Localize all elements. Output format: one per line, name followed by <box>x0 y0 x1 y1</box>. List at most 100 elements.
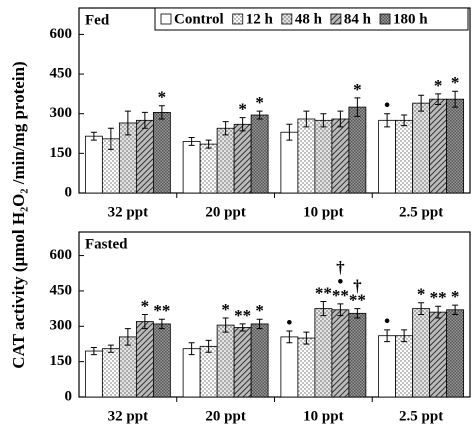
bar <box>233 123 252 194</box>
significance-mark: ** <box>153 301 170 320</box>
significance-mark: * <box>434 76 443 95</box>
bar <box>446 309 465 398</box>
significance-mark: † <box>353 277 362 296</box>
x-tick-label: 20 ppt <box>205 408 245 424</box>
bar <box>429 98 448 194</box>
legend-swatch <box>281 13 293 25</box>
bar <box>216 127 235 194</box>
bar <box>297 118 316 194</box>
error-bar <box>205 339 212 353</box>
error-bar <box>90 347 97 356</box>
error-bar <box>401 329 408 343</box>
error-bar <box>354 308 361 319</box>
y-tick-label: 300 <box>50 318 73 334</box>
bar <box>84 135 103 194</box>
error-bar <box>337 110 344 128</box>
bar <box>429 311 448 398</box>
error-bar <box>222 121 229 136</box>
bar <box>152 323 171 398</box>
x-tick-label: 32 ppt <box>108 408 148 424</box>
legend-swatch <box>232 13 244 25</box>
x-tick-label: 2.5 ppt <box>399 408 443 424</box>
bar <box>152 111 171 194</box>
legend-label: 180 h <box>393 11 428 27</box>
error-bar <box>158 318 165 330</box>
error-bar <box>384 329 391 343</box>
bar <box>378 119 397 194</box>
x-tick-label: 20 ppt <box>205 204 245 220</box>
x-tick-label: 32 ppt <box>108 204 148 220</box>
legend-label: 12 h <box>246 11 274 27</box>
error-bar <box>435 305 442 319</box>
error-bar <box>158 105 165 120</box>
significance-mark: ** <box>234 306 251 325</box>
significance-mark: • <box>286 313 292 332</box>
error-bar <box>256 110 263 120</box>
error-bar <box>239 117 246 132</box>
error-bar <box>205 139 212 149</box>
legend-label: 84 h <box>344 11 372 27</box>
x-tick-label: 2.5 ppt <box>399 204 443 220</box>
bar <box>135 119 154 194</box>
legend-swatch <box>379 13 391 25</box>
error-bar <box>124 110 131 136</box>
significance-mark: ** <box>332 286 349 305</box>
error-bar <box>107 344 114 353</box>
bar <box>280 336 299 398</box>
y-tick-label: 600 <box>50 247 73 263</box>
significance-mark: * <box>255 93 264 112</box>
significance-mark: * <box>451 287 460 306</box>
error-bar <box>452 90 459 108</box>
bar <box>135 321 154 398</box>
error-bar <box>286 123 293 141</box>
legend-swatch <box>330 13 342 25</box>
legend-box <box>154 7 469 31</box>
error-bar <box>107 127 114 150</box>
error-bar <box>435 93 442 105</box>
error-bar <box>320 113 327 128</box>
significance-mark: * <box>417 285 426 304</box>
bar <box>395 335 414 398</box>
error-bar <box>124 328 131 346</box>
bar <box>250 114 269 194</box>
y-tick-label: 150 <box>50 145 73 161</box>
bar <box>446 98 465 194</box>
error-bar <box>90 131 97 141</box>
significance-mark: * <box>221 300 230 319</box>
error-bar <box>303 110 310 128</box>
y-tick-label: 600 <box>50 26 73 42</box>
y-tick-label: 450 <box>50 66 73 82</box>
bar <box>314 308 333 398</box>
y-tick-label: 150 <box>50 353 73 369</box>
error-bar <box>354 97 361 117</box>
bar <box>233 327 252 398</box>
bar <box>280 131 299 194</box>
error-bar <box>239 323 246 332</box>
significance-mark: * <box>238 100 247 119</box>
error-bar <box>188 137 195 146</box>
legend-swatch <box>160 13 172 25</box>
bar <box>395 119 414 194</box>
panel-label: Fasted <box>85 236 128 252</box>
significance-mark: • <box>384 96 390 115</box>
significance-mark: * <box>353 80 362 99</box>
x-tick-label: 10 ppt <box>303 204 343 220</box>
bar <box>101 348 120 398</box>
error-bar <box>401 114 408 127</box>
error-bar <box>188 342 195 356</box>
error-bar <box>418 94 425 112</box>
bar <box>297 337 316 398</box>
bar <box>348 312 367 398</box>
significance-mark: * <box>451 73 460 92</box>
error-bar <box>418 302 425 315</box>
error-bar <box>384 113 391 128</box>
bar <box>182 348 201 398</box>
significance-mark: • <box>384 312 390 331</box>
legend-label: Control <box>174 11 224 27</box>
bar <box>84 350 103 398</box>
bar <box>216 324 235 398</box>
bar <box>199 345 218 398</box>
bar <box>182 141 201 194</box>
significance-mark: ** <box>315 283 332 302</box>
y-tick-label: 0 <box>65 388 73 404</box>
